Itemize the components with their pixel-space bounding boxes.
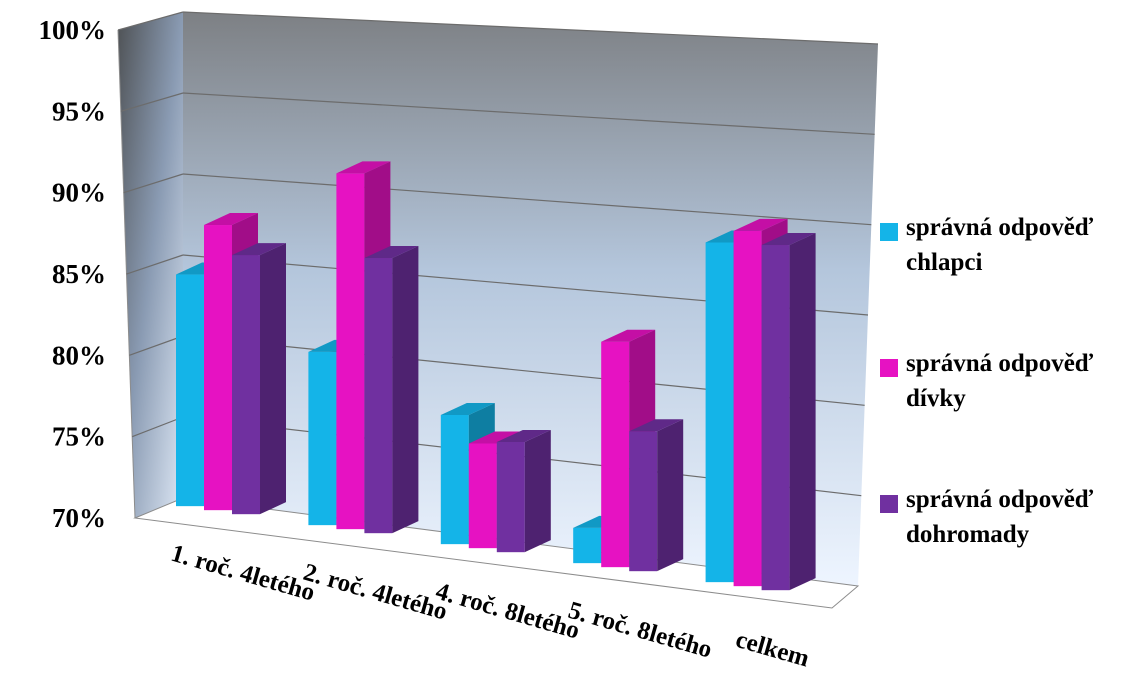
bar-front <box>336 173 365 530</box>
gridline-side <box>126 254 184 275</box>
bar-top <box>496 430 551 443</box>
bar-side <box>524 430 551 553</box>
gridline <box>182 173 872 226</box>
bar-top <box>468 431 523 444</box>
y-axis-ticks: 70% 75% 80% 85% 90% 95% 100% <box>39 15 107 533</box>
bar-top <box>364 246 419 259</box>
floor <box>133 497 860 609</box>
bar-side <box>789 233 816 591</box>
bar-side <box>392 246 419 534</box>
gridline <box>182 11 879 45</box>
bar-top <box>204 213 258 226</box>
bar-top <box>629 419 684 432</box>
legend-label: správná odpověď dohromady <box>906 486 1094 548</box>
bars <box>176 161 816 591</box>
gridline-side <box>131 416 184 438</box>
gridline-side <box>117 11 184 31</box>
bar-side <box>260 243 286 515</box>
y-tick-label: 80% <box>52 340 106 370</box>
gridline <box>182 92 875 135</box>
y-tick-label: 70% <box>52 503 106 533</box>
bar-front <box>364 258 393 534</box>
bar-front <box>573 527 602 564</box>
bar-top <box>601 329 656 342</box>
bar-front <box>496 442 525 553</box>
bar-top <box>733 218 788 231</box>
x-tick-label: 5. roč. 8letého <box>565 597 715 664</box>
bar-top <box>336 161 391 174</box>
y-tick-label: 100% <box>39 15 107 45</box>
gridline-side <box>129 335 184 356</box>
bar-top <box>440 402 495 415</box>
legend-label: správná odpověď dívky <box>906 350 1094 412</box>
bar-front <box>601 341 630 568</box>
bar-front <box>468 443 497 549</box>
y-tick-label: 75% <box>52 422 106 452</box>
bar-front <box>308 351 337 526</box>
bar-top <box>761 233 816 246</box>
side-wall <box>118 12 183 518</box>
bar-front <box>733 230 762 587</box>
bar-front <box>176 274 204 507</box>
bar-front <box>629 431 658 572</box>
bar-front <box>232 255 260 515</box>
bar-front <box>204 225 232 511</box>
y-tick-label: 85% <box>52 259 106 289</box>
bar-front <box>761 245 790 591</box>
legend-swatch <box>880 495 898 513</box>
legend-label: správná odpověď chlapci <box>906 214 1094 276</box>
x-tick-label: 2. roč. 4letého <box>300 559 450 626</box>
bar-top <box>232 243 286 256</box>
legend-swatch <box>880 359 898 377</box>
x-tick-label: 1. roč. 4letého <box>168 540 318 607</box>
bar-side <box>657 419 684 572</box>
x-tick-label: 4. roč. 8letého <box>433 578 583 645</box>
x-tick-label: celkem <box>733 626 813 673</box>
gridline-side <box>123 173 184 194</box>
y-tick-label: 95% <box>52 96 106 126</box>
gridline-side <box>120 92 184 112</box>
bar-front <box>705 242 734 583</box>
legend-swatch <box>880 223 898 241</box>
bar-front <box>440 414 469 545</box>
y-tick-label: 90% <box>52 178 106 208</box>
